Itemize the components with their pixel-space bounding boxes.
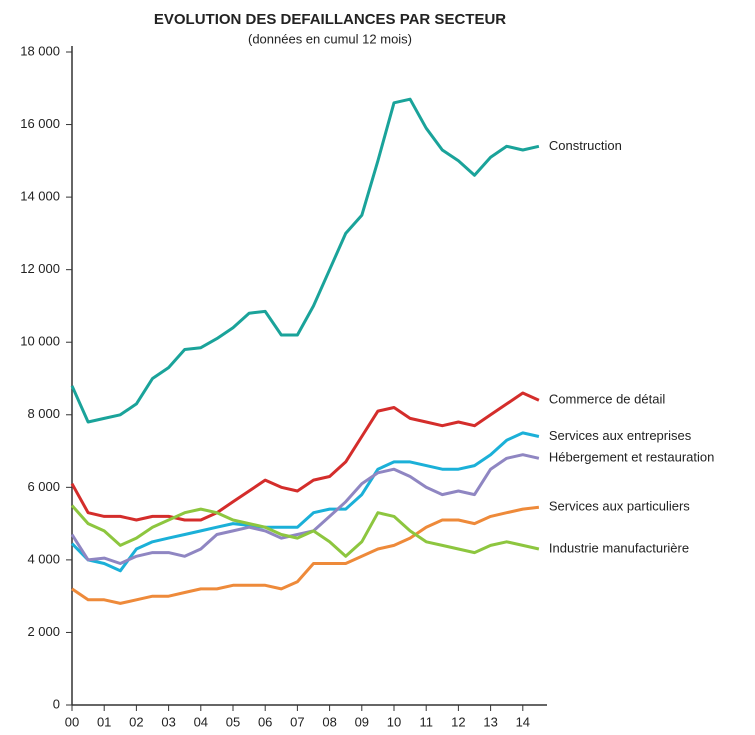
series-line [70, 453, 540, 565]
x-tick-label: 02 [129, 714, 143, 729]
x-tick-label: 10 [387, 714, 401, 729]
x-tick-label: 06 [258, 714, 272, 729]
series-label: Commerce de détail [549, 392, 665, 407]
chart-title: EVOLUTION DES DEFAILLANCES PAR SECTEUR [154, 11, 506, 28]
x-tick-label: 09 [355, 714, 369, 729]
y-tick-label: 14 000 [20, 189, 60, 204]
y-tick-label: 2 000 [27, 624, 60, 639]
series-line [70, 391, 540, 522]
y-tick-label: 12 000 [20, 261, 60, 276]
series-label: Services aux entreprises [549, 428, 692, 443]
series-label: Services aux particuliers [549, 499, 690, 514]
y-tick-label: 0 [53, 696, 60, 711]
series-label: Hébergement et restauration [549, 450, 714, 465]
series-line [70, 431, 540, 573]
y-tick-label: 10 000 [20, 334, 60, 349]
x-tick-label: 07 [290, 714, 304, 729]
series-line [71, 505, 540, 605]
y-tick-label: 18 000 [20, 43, 60, 58]
x-tick-label: 05 [226, 714, 240, 729]
x-tick-label: 13 [483, 714, 497, 729]
x-tick-label: 12 [451, 714, 465, 729]
series-label: Industrie manufacturière [549, 540, 689, 555]
y-tick-label: 8 000 [27, 406, 60, 421]
series-line [70, 97, 540, 424]
y-tick-label: 4 000 [27, 551, 60, 566]
x-tick-label: 08 [322, 714, 336, 729]
x-tick-label: 01 [97, 714, 111, 729]
series-line [70, 504, 540, 558]
x-tick-label: 04 [194, 714, 208, 729]
chart-subtitle: (données en cumul 12 mois) [248, 31, 412, 46]
x-tick-label: 14 [516, 714, 530, 729]
x-tick-label: 00 [65, 714, 79, 729]
series-label: Construction [549, 138, 622, 153]
x-tick-label: 11 [419, 714, 433, 729]
x-tick-label: 03 [161, 714, 175, 729]
y-tick-label: 6 000 [27, 479, 60, 494]
y-tick-label: 16 000 [20, 116, 60, 131]
